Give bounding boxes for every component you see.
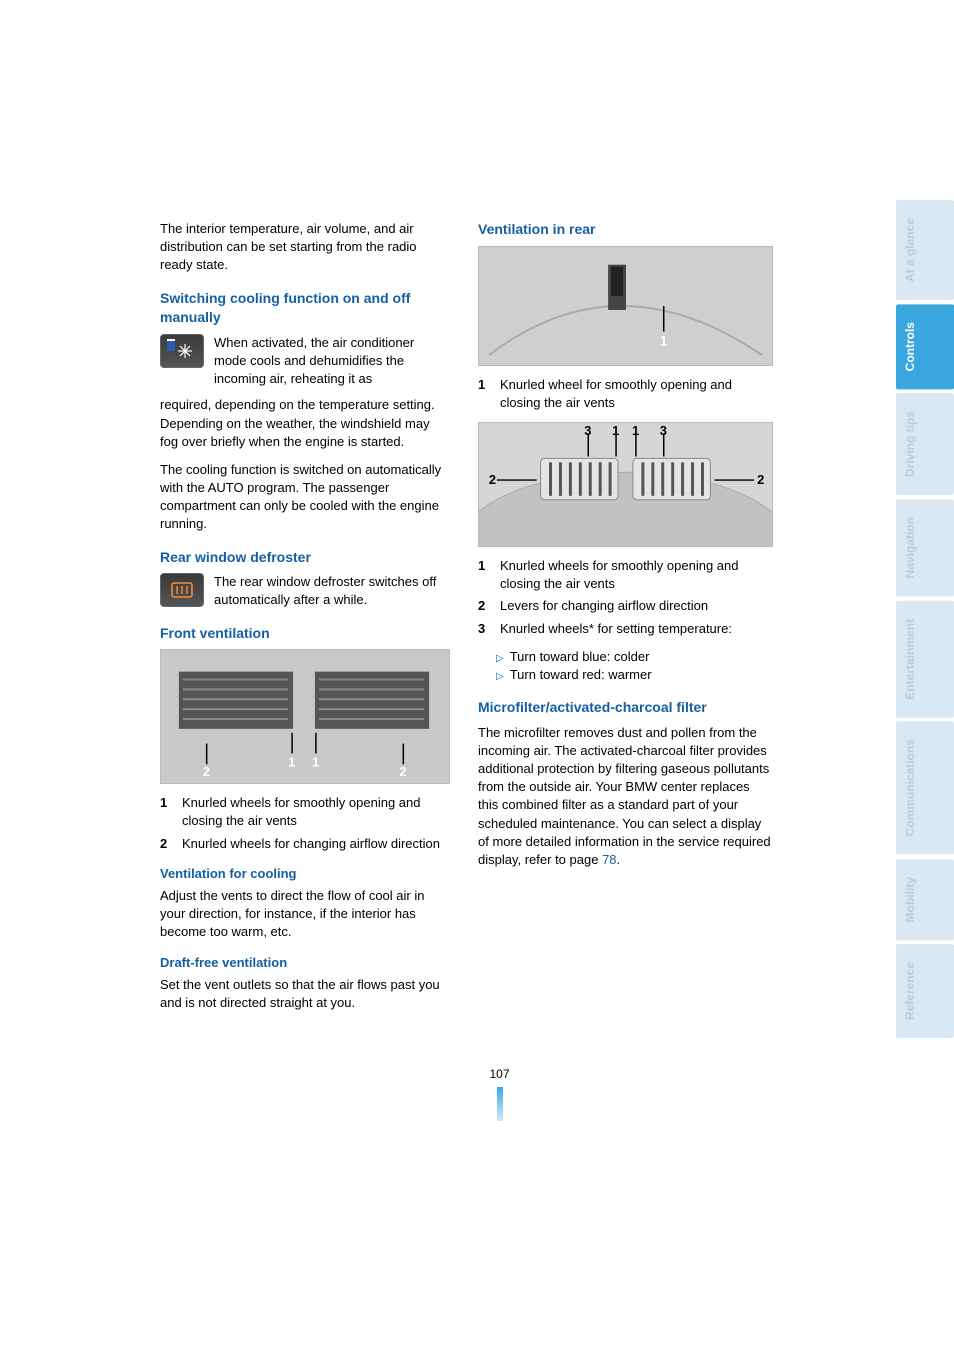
list-num: 1 (160, 794, 172, 830)
rear-vent-heading: Ventilation in rear (478, 220, 773, 240)
cooling-icon-text: When activated, the air conditioner mode… (214, 334, 450, 389)
side-tabs: At a glanceControlsDriving tipsNavigatio… (896, 200, 954, 1038)
list-text: Knurled wheels for smoothly opening and … (500, 557, 773, 593)
cooling-heading: Switching cooling function on and off ma… (160, 289, 450, 328)
side-tab-mobility[interactable]: Mobility (896, 859, 954, 940)
list-num: 2 (478, 597, 490, 615)
side-tab-entertainment[interactable]: Entertainment (896, 601, 954, 718)
page-accent-bar (497, 1087, 503, 1121)
front-vent-heading: Front ventilation (160, 624, 450, 644)
list-text: Knurled wheel for smoothly opening and c… (500, 376, 773, 412)
vent-cooling-heading: Ventilation for cooling (160, 865, 450, 883)
page-ref-link[interactable]: 78 (602, 852, 616, 867)
microfilter-text-after: . (617, 852, 621, 867)
microfilter-text-before: The microfilter removes dust and pollen … (478, 725, 771, 867)
svg-text:2: 2 (203, 764, 210, 779)
temperature-bullets: Turn toward blue: colder Turn toward red… (478, 648, 773, 684)
rear-vent-figure-2: 2 2 3 3 1 1 (478, 422, 773, 547)
list-num: 1 (478, 376, 490, 412)
side-tab-controls[interactable]: Controls (896, 304, 954, 389)
vent-cooling-para: Adjust the vents to direct the flow of c… (160, 887, 450, 942)
draft-free-para: Set the vent outlets so that the air flo… (160, 976, 450, 1012)
intro-para: The interior temperature, air volume, an… (160, 220, 450, 275)
side-tab-communications[interactable]: Communications (896, 721, 954, 854)
svg-text:3: 3 (660, 423, 667, 438)
front-vent-figure: 1 1 2 2 (160, 649, 450, 784)
list-text: Knurled wheels for changing airflow dire… (182, 835, 440, 853)
list-num: 3 (478, 620, 490, 638)
cooling-para2: The cooling function is switched on auto… (160, 461, 450, 534)
svg-text:3: 3 (584, 423, 591, 438)
side-tab-navigation[interactable]: Navigation (896, 499, 954, 596)
microfilter-para: The microfilter removes dust and pollen … (478, 724, 773, 870)
bullet-item: Turn toward red: warmer (496, 666, 773, 684)
svg-text:1: 1 (312, 754, 319, 769)
svg-text:2: 2 (757, 472, 764, 487)
svg-text:1: 1 (660, 332, 668, 348)
cooling-para1: required, depending on the temperature s… (160, 396, 450, 451)
list-text: Knurled wheels* for setting temperature: (500, 620, 732, 638)
list-text: Knurled wheels for smoothly opening and … (182, 794, 450, 830)
side-tab-driving-tips[interactable]: Driving tips (896, 393, 954, 495)
svg-text:1: 1 (632, 423, 639, 438)
bullet-item: Turn toward blue: colder (496, 648, 773, 666)
list-num: 2 (160, 835, 172, 853)
svg-text:1: 1 (612, 423, 619, 438)
rear-vent-list: 1 Knurled wheels for smoothly opening and… (478, 557, 773, 638)
svg-text:1: 1 (288, 754, 295, 769)
page-number: 107 (489, 1067, 509, 1081)
svg-text:2: 2 (489, 472, 496, 487)
side-tab-at-a-glance[interactable]: At a glance (896, 200, 954, 300)
draft-free-heading: Draft-free ventilation (160, 954, 450, 972)
list-text: Levers for changing airflow direction (500, 597, 708, 615)
page-footer: 107 (160, 1066, 839, 1121)
microfilter-heading: Microfilter/activated-charcoal filter (478, 698, 773, 718)
defroster-heading: Rear window defroster (160, 548, 450, 568)
list-num: 1 (478, 557, 490, 593)
snowflake-icon (160, 334, 204, 368)
defroster-icon-text: The rear window defroster switches off a… (214, 573, 450, 609)
side-tab-reference[interactable]: Reference (896, 944, 954, 1038)
rear-defrost-icon (160, 573, 204, 607)
svg-text:2: 2 (399, 764, 406, 779)
rear-vent-caption-list: 1 Knurled wheel for smoothly opening and … (478, 376, 773, 412)
rear-vent-figure-1: 1 (478, 246, 773, 366)
front-vent-list: 1 Knurled wheels for smoothly opening and… (160, 794, 450, 853)
